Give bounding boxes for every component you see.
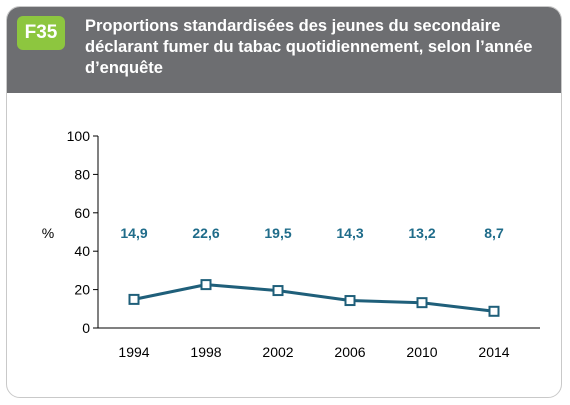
- data-point: [488, 305, 500, 317]
- data-label: 19,5: [264, 225, 291, 241]
- data-label: 14,3: [336, 225, 363, 241]
- figure-header: F35 Proportions standardisées des jeunes…: [7, 7, 561, 93]
- data-point: [344, 295, 356, 307]
- figure-title: Proportions standardisées des jeunes du …: [85, 17, 533, 77]
- data-label: 13,2: [408, 225, 435, 241]
- figure-frame: F35 Proportions standardisées des jeunes…: [6, 6, 562, 398]
- data-label: 8,7: [484, 225, 504, 241]
- figure-number-badge: F35: [17, 16, 65, 50]
- x-tick-label: 1994: [118, 344, 149, 360]
- y-tick-label: 80: [74, 166, 90, 182]
- data-point: [416, 297, 428, 309]
- series-line: [133, 283, 495, 313]
- y-tick-label: 40: [74, 243, 90, 259]
- data-point: [128, 293, 140, 305]
- y-axis-label: %: [42, 225, 54, 241]
- y-tick-label: 100: [67, 128, 91, 144]
- x-tick-label: 2014: [478, 344, 509, 360]
- data-label: 14,9: [120, 225, 147, 241]
- y-tick-label: 20: [74, 282, 90, 298]
- x-tick-label: 2006: [334, 344, 365, 360]
- y-tick-label: 60: [74, 205, 90, 221]
- y-tick-label: 0: [82, 320, 90, 336]
- x-tick-label: 2010: [406, 344, 437, 360]
- x-tick-label: 2002: [262, 344, 293, 360]
- data-point: [272, 285, 284, 297]
- data-label: 22,6: [192, 225, 219, 241]
- data-point: [200, 279, 212, 291]
- x-tick-label: 1998: [190, 344, 221, 360]
